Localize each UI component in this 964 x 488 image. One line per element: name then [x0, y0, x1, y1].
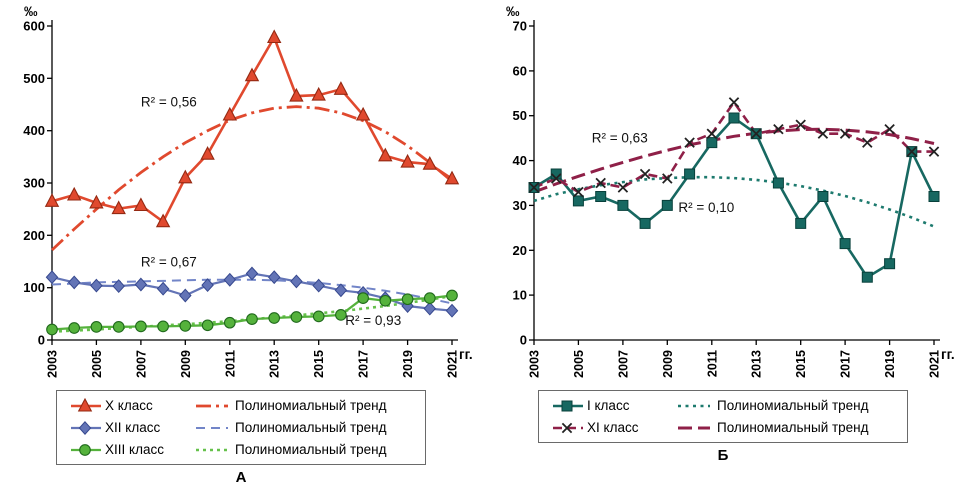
- legend-marker-xii-class: [69, 420, 105, 436]
- svg-text:‰: ‰: [24, 4, 38, 19]
- svg-text:2003: 2003: [528, 350, 542, 378]
- legend-label-xii-class: XII класс: [105, 420, 161, 435]
- legend-label-trend-xi-class: Полиномиальный тренд: [717, 420, 869, 435]
- svg-text:70: 70: [513, 19, 527, 34]
- panel-b-label: Б: [717, 447, 729, 464]
- svg-text:2003: 2003: [46, 350, 60, 378]
- chart-a-legend: X класс Полиномиальный тренд XII класс П…: [56, 390, 426, 465]
- svg-text:2017: 2017: [357, 350, 371, 378]
- legend-label-trend-i-class: Полиномиальный тренд: [717, 398, 869, 413]
- legend-label-x-class: X класс: [105, 398, 153, 413]
- panel-b: 0 10 20 30 40 50 60 70 2003 2005 2007 2009 2011 2013 2…: [482, 0, 964, 488]
- svg-text:2019: 2019: [401, 350, 415, 378]
- legend-label-xi-class: XI класс: [587, 420, 639, 435]
- svg-text:200: 200: [23, 228, 45, 243]
- svg-text:300: 300: [23, 176, 45, 191]
- svg-text:‰: ‰: [506, 4, 520, 19]
- legend-marker-i-class: [551, 398, 587, 414]
- legend-trend-sample-xi-class: [677, 420, 717, 436]
- legend-trend-sample-xii-class: [195, 420, 235, 436]
- svg-text:R² = 0,93: R² = 0,93: [345, 313, 401, 328]
- legend-label-trend-x-class: Полиномиальный тренд: [235, 398, 387, 413]
- legend-marker-xiii-class: [69, 442, 105, 458]
- svg-text:0: 0: [38, 333, 45, 348]
- svg-text:R² = 0,56: R² = 0,56: [141, 95, 197, 110]
- legend-label-i-class: I класс: [587, 398, 630, 413]
- svg-text:400: 400: [23, 123, 45, 138]
- legend-label-xiii-class: XIII класс: [105, 442, 164, 457]
- svg-text:2009: 2009: [179, 350, 193, 378]
- svg-text:2011: 2011: [705, 350, 719, 377]
- svg-text:R² = 0,10: R² = 0,10: [678, 200, 734, 215]
- svg-text:2013: 2013: [268, 350, 282, 378]
- legend-marker-xi-class: [551, 420, 587, 436]
- panel-a: 0 100 200 300 400 500 600 2003 2005 2007 2009 2011 2…: [23, 4, 473, 486]
- svg-text:гг.: гг.: [941, 347, 955, 362]
- svg-text:2011: 2011: [223, 350, 237, 377]
- legend-trend-sample-i-class: [677, 398, 717, 414]
- svg-text:0: 0: [520, 333, 527, 348]
- svg-text:2021: 2021: [446, 350, 460, 378]
- svg-text:30: 30: [513, 198, 527, 213]
- legend-trend-sample-xiii-class: [195, 442, 235, 458]
- svg-text:2007: 2007: [616, 350, 630, 378]
- svg-text:2017: 2017: [839, 350, 853, 378]
- svg-text:2007: 2007: [134, 350, 148, 378]
- svg-text:500: 500: [23, 71, 45, 86]
- svg-text:2013: 2013: [750, 350, 764, 378]
- legend-marker-x-class: [69, 397, 105, 414]
- svg-text:2021: 2021: [928, 350, 942, 378]
- chart-a-svg: 0 100 200 300 400 500 600 2003 2005 2007 2009 2011 2…: [23, 4, 473, 378]
- legend-label-trend-xii-class: Полиномиальный тренд: [235, 420, 387, 435]
- svg-text:40: 40: [513, 153, 527, 168]
- svg-text:60: 60: [513, 63, 527, 78]
- svg-text:2005: 2005: [90, 350, 104, 378]
- panel-a-label: А: [235, 469, 247, 486]
- svg-text:50: 50: [513, 108, 527, 123]
- chart-b-legend: I класс Полиномиальный тренд XI класс По…: [538, 390, 908, 443]
- svg-text:гг.: гг.: [459, 347, 473, 362]
- chart-b-svg: 0 10 20 30 40 50 60 70 2003 2005 2007 2009 2011 2013 2…: [506, 4, 955, 378]
- svg-text:10: 10: [513, 288, 527, 303]
- svg-text:2015: 2015: [312, 350, 326, 378]
- svg-text:2019: 2019: [883, 350, 897, 378]
- legend-label-trend-xiii-class: Полиномиальный тренд: [235, 442, 387, 457]
- svg-text:2015: 2015: [794, 350, 808, 378]
- svg-text:R² = 0,63: R² = 0,63: [592, 131, 648, 146]
- svg-text:2005: 2005: [572, 350, 586, 378]
- svg-text:100: 100: [23, 280, 45, 295]
- svg-text:R² = 0,67: R² = 0,67: [141, 255, 197, 270]
- svg-text:600: 600: [23, 19, 45, 34]
- legend-trend-sample-x-class: [195, 398, 235, 414]
- svg-text:2009: 2009: [661, 350, 675, 378]
- svg-text:20: 20: [513, 243, 527, 258]
